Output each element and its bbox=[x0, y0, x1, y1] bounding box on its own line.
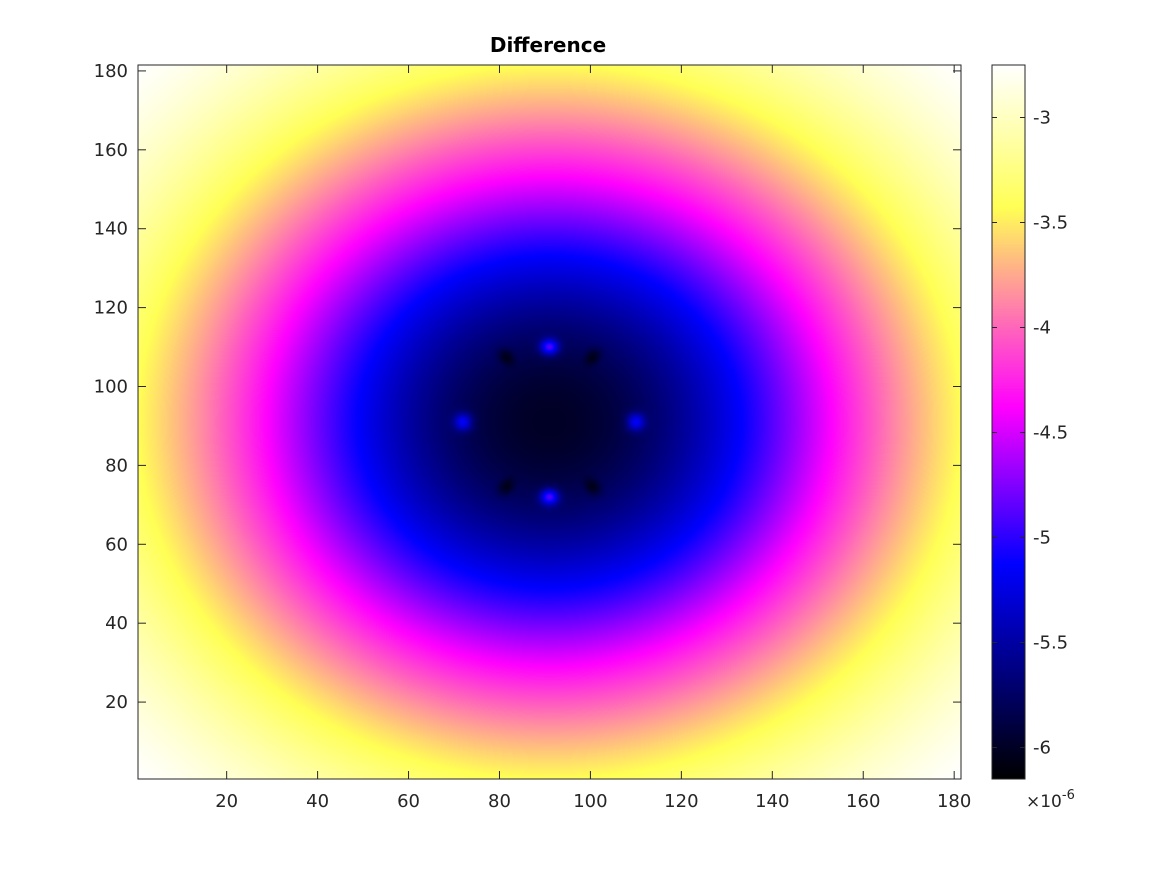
x-tick-label: 20 bbox=[215, 791, 238, 812]
colorbar-tick-label: -5.5 bbox=[1033, 633, 1068, 654]
y-tick-label: 80 bbox=[105, 455, 128, 476]
y-tick-label: 120 bbox=[94, 298, 128, 319]
x-tick-label: 160 bbox=[846, 791, 880, 812]
colorbar-exponent-base: ×10 bbox=[1026, 792, 1062, 812]
x-tick-label: 120 bbox=[664, 791, 698, 812]
x-tick-label: 140 bbox=[755, 791, 789, 812]
chart-title: Difference bbox=[490, 33, 606, 57]
x-tick-label: 80 bbox=[488, 791, 511, 812]
y-tick-label: 60 bbox=[105, 534, 128, 555]
heatmap-image bbox=[138, 65, 961, 779]
y-tick-label: 160 bbox=[94, 140, 128, 161]
colorbar-exponent: ×10-6 bbox=[1026, 788, 1075, 812]
colorbar-gradient bbox=[992, 65, 1025, 779]
y-tick-label: 180 bbox=[94, 61, 128, 82]
x-tick-label: 40 bbox=[306, 791, 329, 812]
colorbar-tick-label: -4.5 bbox=[1033, 423, 1068, 444]
plot-area: 20 40 60 80 100 120 140 160 180 20 40 60 80 100 120 14… bbox=[94, 61, 972, 812]
colorbar-box bbox=[991, 64, 1026, 780]
y-tick-label: 100 bbox=[94, 376, 128, 397]
colorbar-tick-label: -6 bbox=[1033, 738, 1051, 759]
colorbar-ticks: -3 -3.5 -4 -4.5 -5 -5.5 -6 bbox=[992, 108, 1068, 759]
colorbar: -3-3.5-4-4.5-5-5.5-6 ×10-6 bbox=[991, 64, 1075, 812]
x-tick-label: 60 bbox=[397, 791, 420, 812]
colorbar-tick-label: -3 bbox=[1033, 108, 1051, 129]
x-tick-label: 180 bbox=[937, 791, 971, 812]
x-tick-label: 100 bbox=[573, 791, 607, 812]
colorbar-tick-label: -3.5 bbox=[1033, 213, 1068, 234]
colorbar-tick-label: -5 bbox=[1033, 528, 1051, 549]
y-tick-label: 20 bbox=[105, 692, 128, 713]
colorbar-tick-label: -4 bbox=[1033, 318, 1051, 339]
colorbar-exponent-power: -6 bbox=[1062, 788, 1075, 803]
y-tick-label: 140 bbox=[94, 219, 128, 240]
x-axis: 20 40 60 80 100 120 140 160 180 bbox=[215, 65, 971, 812]
axes-box bbox=[137, 64, 962, 780]
y-axis: 20 40 60 80 100 120 140 160 180 bbox=[94, 61, 961, 713]
y-tick-label: 40 bbox=[105, 613, 128, 634]
